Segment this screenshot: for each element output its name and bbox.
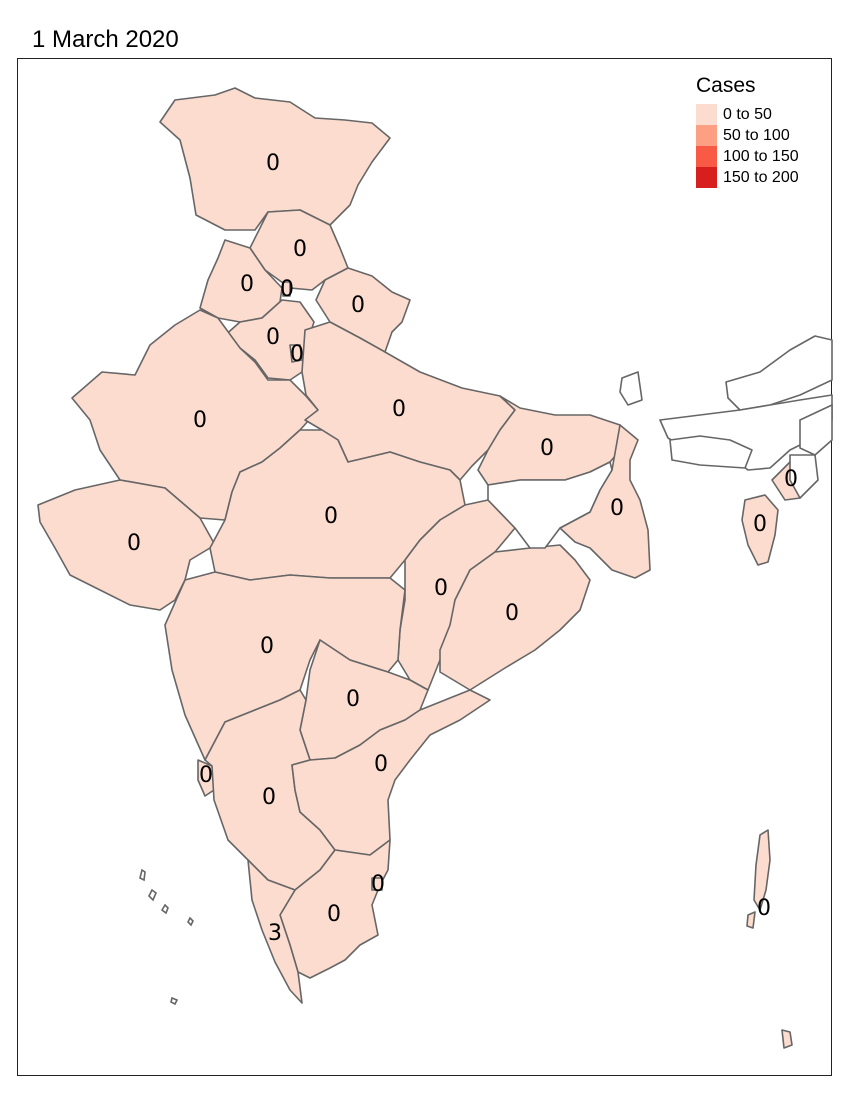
value-label-andhra-pradesh: 0 — [374, 752, 388, 777]
state-andhra-pradesh[interactable] — [291, 689, 491, 856]
legend: Cases 0 to 50 50 to 100 100 to 150 150 t… — [696, 74, 799, 188]
unfilled-regions — [487, 335, 833, 549]
value-label-west-bengal: 0 — [610, 496, 624, 521]
value-label-karnataka: 0 — [262, 785, 276, 810]
state-meghalaya[interactable] — [669, 435, 753, 469]
legend-item: 0 to 50 — [696, 104, 799, 125]
legend-title: Cases — [696, 74, 756, 97]
legend-swatch — [696, 146, 717, 167]
state-arunachal-pradesh[interactable] — [725, 335, 833, 411]
legend-swatch — [696, 125, 717, 146]
state-chandigarh[interactable] — [282, 281, 291, 297]
value-label-delhi: 0 — [290, 342, 304, 367]
legend-label: 100 to 150 — [723, 147, 799, 165]
legend-item: 150 to 200 — [696, 167, 799, 188]
state-jharkhand[interactable] — [487, 461, 613, 549]
value-label-haryana: 0 — [266, 325, 280, 350]
value-label-rajasthan: 0 — [193, 408, 207, 433]
value-label-mizoram: 0 — [753, 512, 767, 537]
state-manipur[interactable] — [789, 454, 819, 499]
state-mizoram[interactable] — [741, 494, 779, 566]
value-label-kerala: 3 — [268, 921, 282, 946]
map-panel-frame — [17, 58, 832, 1076]
state-delhi[interactable] — [289, 344, 303, 363]
value-label-tripura: 0 — [784, 467, 798, 492]
value-label-andaman-nicobar: 0 — [757, 896, 771, 921]
value-label-uttar-pradesh: 0 — [392, 397, 406, 422]
state-sikkim[interactable] — [619, 371, 643, 406]
state-nagaland[interactable] — [799, 404, 833, 456]
value-label-himachal: 0 — [293, 237, 307, 262]
value-label-chhattisgarh: 0 — [434, 576, 448, 601]
lakshadweep-islands — [139, 868, 194, 1006]
legend-label: 150 to 200 — [723, 168, 799, 186]
value-label-telangana: 0 — [346, 687, 360, 712]
legend-label: 50 to 100 — [723, 126, 790, 144]
legend-item: 100 to 150 — [696, 146, 799, 167]
value-label-gujarat: 0 — [127, 531, 141, 556]
state-jammu-kashmir[interactable] — [159, 87, 391, 231]
value-label-jammu-kashmir: 0 — [266, 151, 280, 176]
legend-swatch — [696, 104, 717, 125]
value-label-madhya-pradesh: 0 — [324, 504, 338, 529]
legend-item: 50 to 100 — [696, 125, 799, 146]
value-label-puducherry: 0 — [371, 872, 385, 897]
value-label-goa: 0 — [199, 763, 213, 788]
value-label-uttarakhand: 0 — [351, 293, 365, 318]
legend-swatch — [696, 167, 717, 188]
map-title: 1 March 2020 — [32, 26, 179, 53]
value-label-bihar: 0 — [540, 436, 554, 461]
value-label-punjab: 0 — [240, 272, 254, 297]
legend-label: 0 to 50 — [723, 105, 772, 123]
value-label-chandigarh: 0 — [280, 277, 294, 302]
value-label-tamil-nadu: 0 — [327, 902, 341, 927]
state-andaman-nicobar[interactable] — [746, 829, 793, 1049]
state-puducherry[interactable] — [371, 877, 383, 891]
state-kerala[interactable] — [247, 859, 303, 1004]
value-label-odisha: 0 — [505, 601, 519, 626]
value-label-maharashtra: 0 — [260, 634, 274, 659]
state-uttarakhand[interactable] — [315, 267, 411, 353]
